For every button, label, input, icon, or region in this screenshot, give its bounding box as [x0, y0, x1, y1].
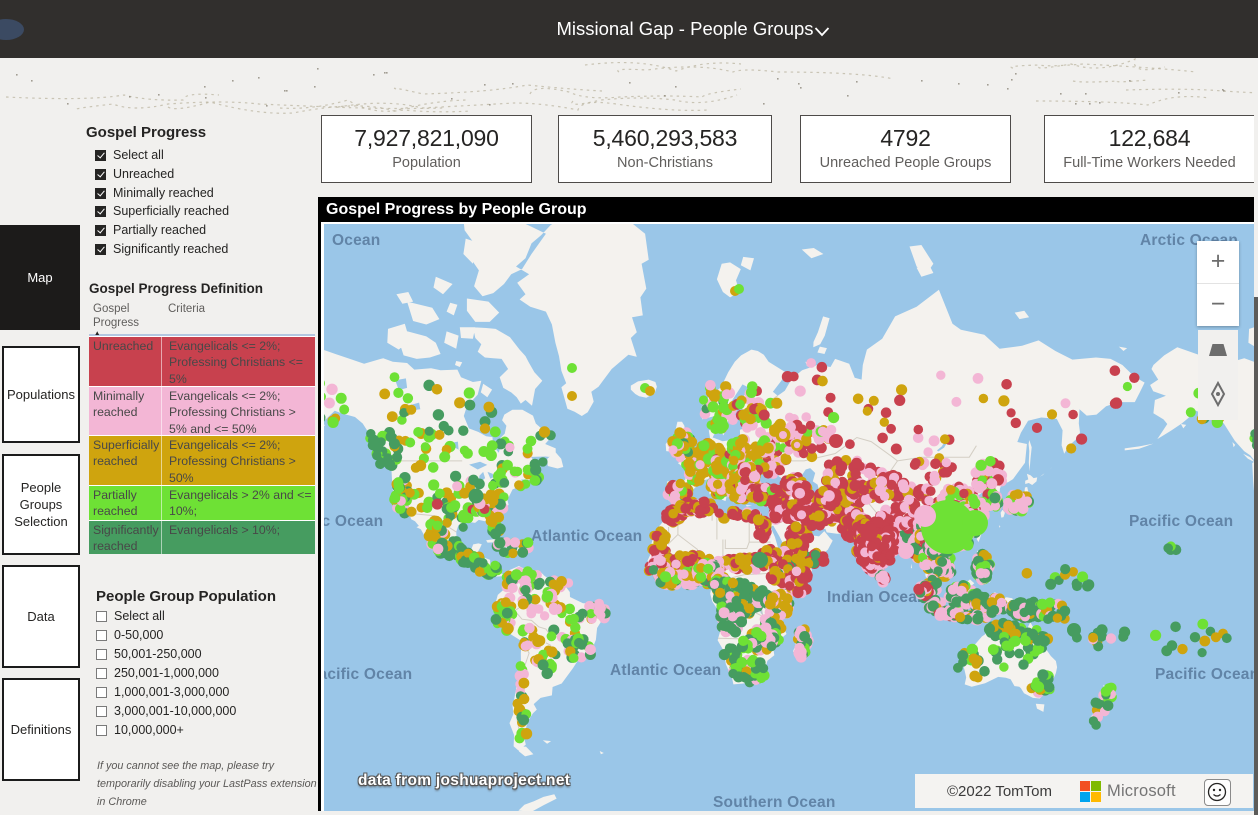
svg-text:Pacific Ocean: Pacific Ocean [1129, 513, 1233, 530]
svg-text:Atlantic Ocean: Atlantic Ocean [531, 528, 642, 545]
svg-text:Pacific Ocean: Pacific Ocean [321, 513, 383, 530]
svg-text:Ocean: Ocean [332, 232, 380, 249]
svg-text:Pacific Ocean: Pacific Ocean [321, 666, 412, 683]
svg-text:Pacific Ocean: Pacific Ocean [1155, 666, 1258, 683]
svg-text:Atlantic Ocean: Atlantic Ocean [610, 662, 721, 679]
svg-text:Indian Ocean: Indian Ocean [827, 589, 927, 606]
svg-text:Southern Ocean: Southern Ocean [713, 794, 836, 811]
